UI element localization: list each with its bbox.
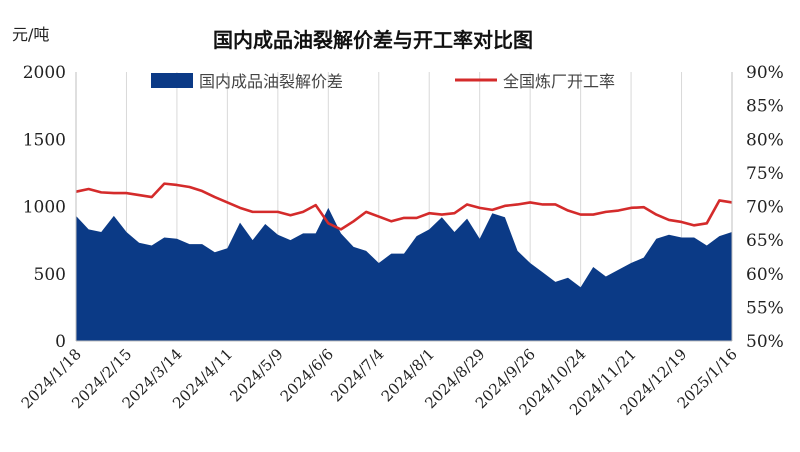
left-axis-ticks: 0 500 1000 1500 2000 <box>23 63 66 352</box>
left-tick-label: 1500 <box>23 130 66 150</box>
x-tick-label: 2024/7/4 <box>327 345 387 405</box>
legend-label-utilization: 全国炼厂开工率 <box>503 72 615 91</box>
x-axis-ticks: 2024/1/182024/2/152024/3/142024/4/112024… <box>18 345 741 419</box>
left-tick-label: 1000 <box>23 198 66 218</box>
series-area-spread <box>76 207 732 341</box>
chart-title: 国内成品油裂解价差与开工率对比图 <box>213 28 533 52</box>
right-axis-ticks: 50% 55% 60% 65% 70% 75% 80% 85% 90% <box>746 63 784 352</box>
right-tick-label: 50% <box>746 332 784 352</box>
series-area-layer <box>76 207 732 341</box>
series-line-utilization <box>75 182 733 231</box>
right-tick-label: 65% <box>746 231 784 251</box>
left-tick-label: 500 <box>34 265 66 285</box>
left-tick-label: 2000 <box>23 63 66 83</box>
axes <box>75 72 733 342</box>
series-line-layer <box>75 182 733 231</box>
right-tick-label: 90% <box>746 63 784 83</box>
right-tick-label: 70% <box>746 198 784 218</box>
legend: 国内成品油裂解价差 全国炼厂开工率 <box>151 72 615 91</box>
left-tick-label: 0 <box>55 332 66 352</box>
right-tick-label: 80% <box>746 130 784 150</box>
x-tick-label: 2024/6/6 <box>277 345 337 405</box>
right-tick-label: 60% <box>746 265 784 285</box>
left-axis-unit: 元/吨 <box>12 25 49 44</box>
right-tick-label: 75% <box>746 164 784 184</box>
right-tick-label: 55% <box>746 298 784 318</box>
x-tick-label: 2024/5/9 <box>226 345 286 405</box>
right-tick-label: 85% <box>746 97 784 117</box>
legend-area-swatch <box>151 73 193 88</box>
legend-label-spread: 国内成品油裂解价差 <box>199 72 343 91</box>
